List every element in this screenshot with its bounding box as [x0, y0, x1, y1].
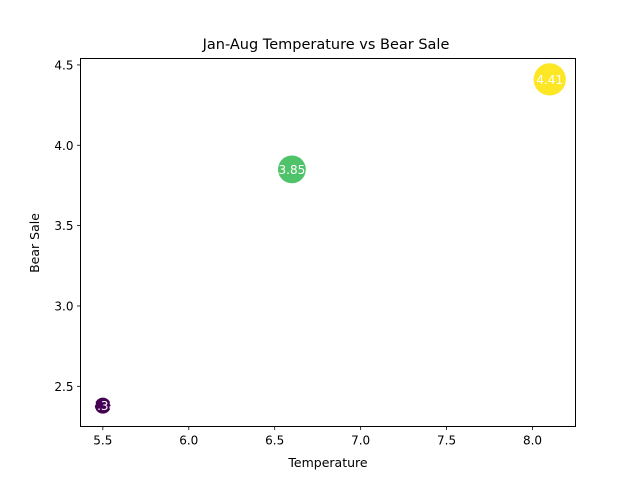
point-value-label: 3.85	[279, 163, 306, 177]
points-layer: 2.38 3.85 4.41	[89, 63, 566, 414]
x-tick-label: 5.5	[93, 434, 112, 448]
y-tick-label: 2.5	[54, 380, 73, 394]
plot-frame	[80, 58, 576, 427]
scatter-point	[94, 397, 111, 414]
y-tick-label: 4.5	[54, 58, 73, 72]
scatter-point	[278, 155, 306, 184]
x-tick-label: 7.5	[437, 434, 456, 448]
x-tick-label: 7.0	[351, 434, 370, 448]
point-value-label: 4.41	[536, 73, 563, 87]
y-axis-label: Bear Sale	[27, 213, 42, 273]
y-tick-label: 4.0	[54, 139, 73, 153]
x-tick-label: 6.0	[179, 434, 198, 448]
scatter-point	[533, 63, 566, 96]
x-axis-label: Temperature	[287, 455, 367, 470]
chart-title: Jan-Aug Temperature vs Bear Sale	[202, 37, 450, 53]
x-tick-label: 8.0	[523, 434, 542, 448]
y-tick-label: 3.0	[54, 299, 73, 313]
tick-layer: 5.5 6.0 6.5 7.0 7.5 8.0 2.5 3.0 3.5 4.0 4.5	[54, 58, 542, 447]
point-value-label: 2.38	[89, 399, 116, 413]
y-tick-label: 3.5	[54, 219, 73, 233]
x-tick-label: 6.5	[265, 434, 284, 448]
